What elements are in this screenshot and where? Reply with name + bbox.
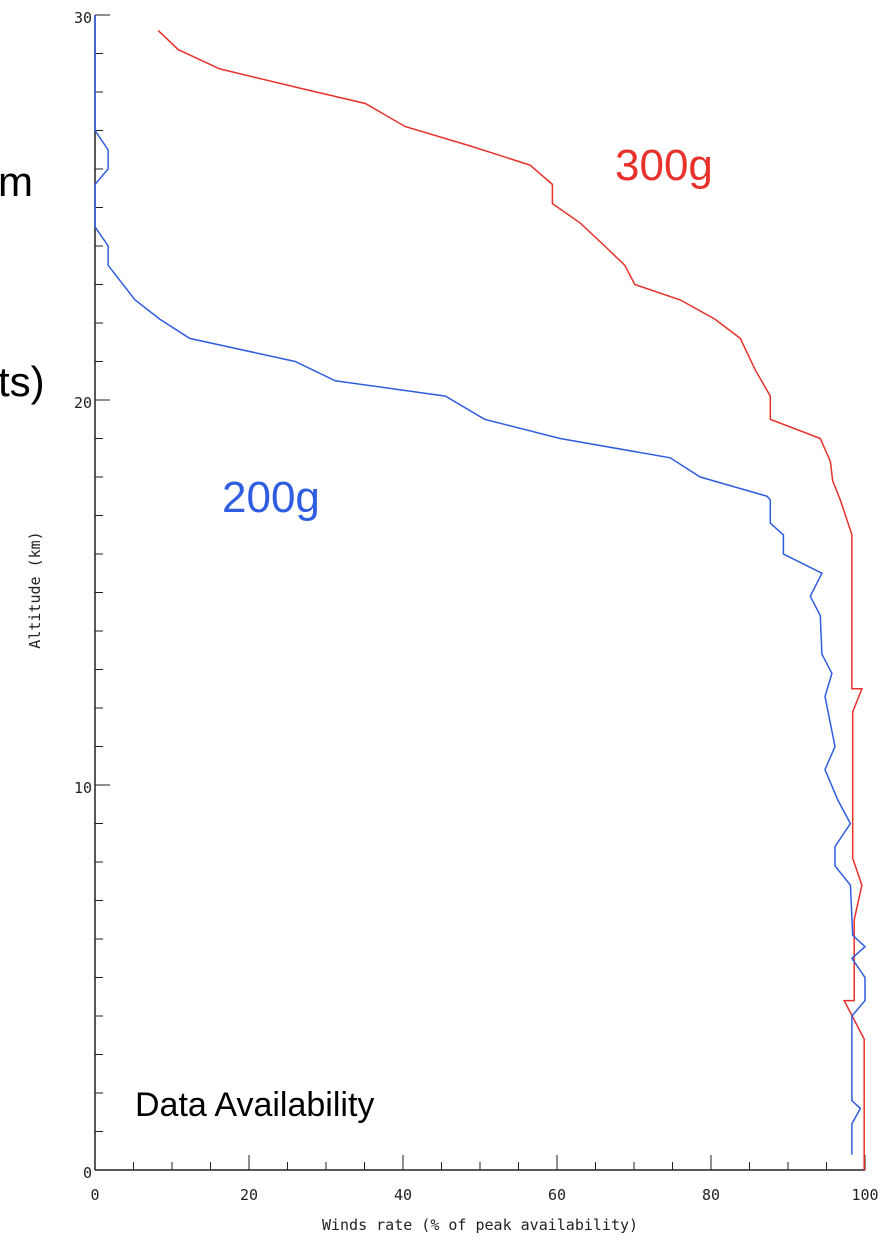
series-line bbox=[157, 29, 865, 1170]
x-tick-label: 80 bbox=[702, 1186, 720, 1204]
y-axis-label: Altitude (km) bbox=[26, 531, 44, 648]
series-line bbox=[94, 15, 867, 1155]
series-label: 200g bbox=[222, 473, 320, 522]
series-label: 300g bbox=[615, 141, 713, 190]
y-tick-label: 0 bbox=[83, 1164, 92, 1182]
y-tick-label: 30 bbox=[74, 9, 92, 27]
x-axis-label: Winds rate (% of peak availability) bbox=[322, 1216, 638, 1234]
x-tick-label: 60 bbox=[548, 1186, 566, 1204]
x-tick-label: 100 bbox=[851, 1186, 878, 1204]
x-tick-label: 20 bbox=[240, 1186, 258, 1204]
y-tick-label: 20 bbox=[74, 394, 92, 412]
annotation: Data Availability bbox=[135, 1086, 374, 1124]
annotation: ts) bbox=[0, 358, 45, 405]
x-tick-label: 0 bbox=[90, 1186, 99, 1204]
x-tick-label: 40 bbox=[394, 1186, 412, 1204]
annotation: m bbox=[0, 158, 33, 205]
y-tick-label: 10 bbox=[74, 779, 92, 797]
